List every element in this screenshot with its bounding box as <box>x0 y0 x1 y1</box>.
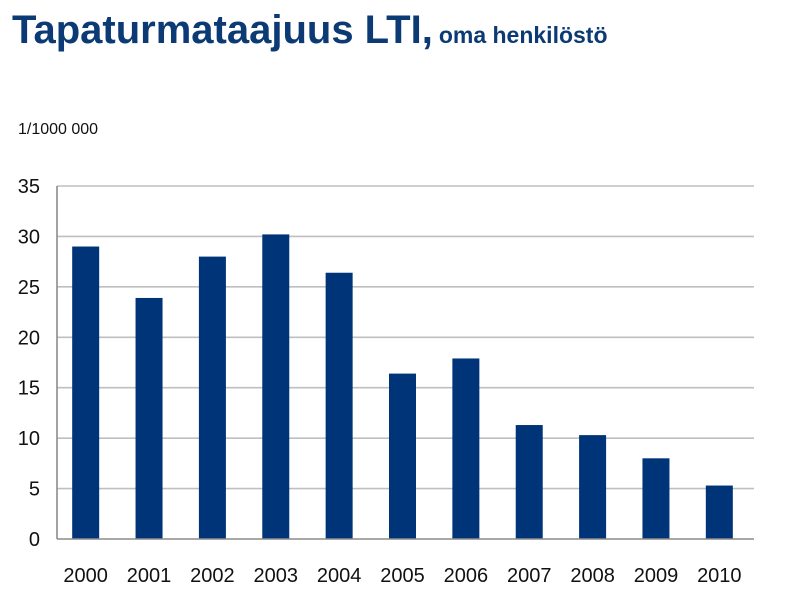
y-axis-unit-label: 1/1000 000 <box>18 121 99 138</box>
y-tick-label: 0 <box>29 529 40 551</box>
y-tick-label: 30 <box>18 226 40 248</box>
bar-2000 <box>72 246 100 539</box>
bar-2010 <box>705 485 733 539</box>
bar-2008 <box>579 435 607 539</box>
y-tick-label: 5 <box>29 479 40 501</box>
x-tick-label: 2002 <box>190 565 235 587</box>
bar-2005 <box>389 373 416 539</box>
y-tick-label: 15 <box>18 378 40 400</box>
x-tick-label: 2003 <box>254 565 299 587</box>
x-tick-label: 2000 <box>63 565 108 587</box>
y-tick-label: 25 <box>18 277 40 299</box>
x-tick-label: 2001 <box>127 565 172 587</box>
bar-2003 <box>262 234 290 539</box>
chart-title-main: Tapaturmataajuus LTI, <box>12 8 433 52</box>
bar-2009 <box>642 458 670 539</box>
x-tick-label: 2010 <box>697 565 742 587</box>
x-tick-label: 2006 <box>444 565 489 587</box>
y-tick-label: 20 <box>18 327 40 349</box>
chart-title: Tapaturmataajuus LTI, oma henkilöstö <box>12 10 608 50</box>
y-tick-label: 10 <box>18 428 40 450</box>
bar-2006 <box>452 358 480 539</box>
bar-2002 <box>198 256 226 539</box>
x-tick-label: 2005 <box>380 565 425 587</box>
y-tick-label: 35 <box>18 176 40 198</box>
x-tick-label: 2009 <box>634 565 679 587</box>
x-tick-label: 2004 <box>317 565 362 587</box>
x-tick-label: 2008 <box>570 565 615 587</box>
bar-2001 <box>135 297 163 539</box>
bar-2004 <box>325 272 353 539</box>
chart-subtitle: oma henkilöstö <box>438 22 608 48</box>
bar-2007 <box>515 425 543 539</box>
x-tick-label: 2007 <box>507 565 552 587</box>
